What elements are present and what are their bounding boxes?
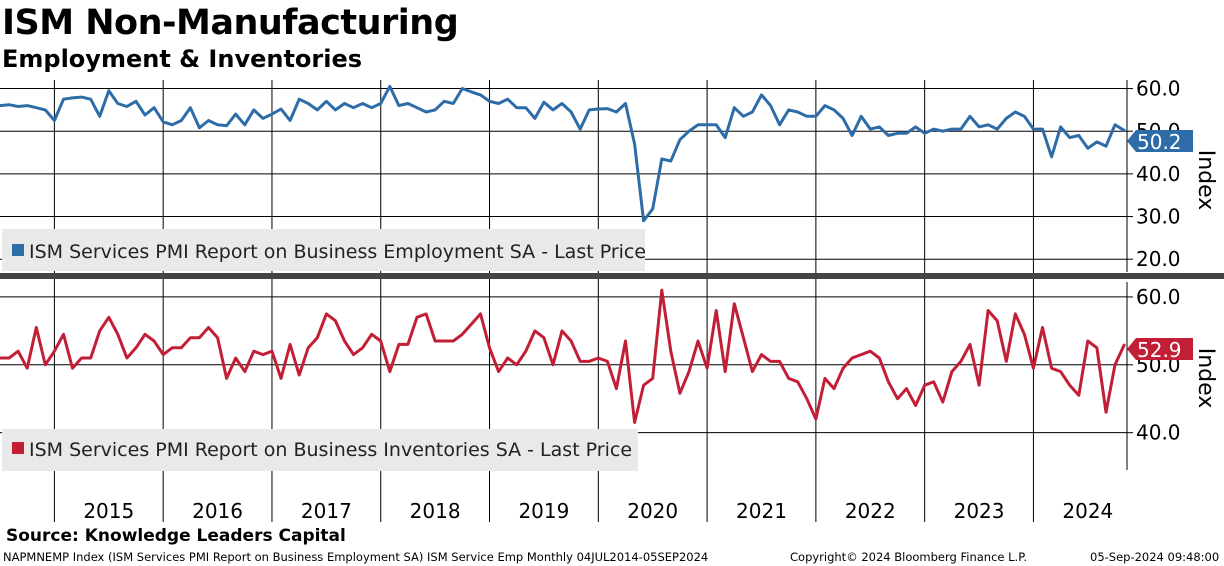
x-tick-label-2016: 2016: [192, 499, 243, 523]
panel-divider: [0, 273, 1224, 279]
legend-label-inventories: ISM Services PMI Report on Business Inve…: [29, 439, 632, 461]
y-tick-label-0-60.0: 60.0: [1136, 77, 1181, 101]
x-tick-label-2023: 2023: [954, 499, 1005, 523]
last-price-badge-inventories: 52.9: [1127, 338, 1193, 362]
badge-value-inventories: 52.9: [1137, 338, 1182, 362]
top-axis-title: Index: [1193, 150, 1218, 211]
x-tick-label-2017: 2017: [301, 499, 352, 523]
x-tick-label-2015: 2015: [83, 499, 134, 523]
chart-title: ISM Non-Manufacturing: [2, 3, 459, 43]
x-tick-label-2020: 2020: [627, 499, 678, 523]
legend-swatch-inventories: [12, 442, 24, 454]
y-tick-label-1-60.0: 60.0: [1136, 285, 1181, 309]
badge-value-employment: 50.2: [1137, 130, 1182, 154]
legend-label-employment: ISM Services PMI Report on Business Empl…: [29, 241, 646, 263]
x-year-labels: 2015 2016 2017 2018 2019 2020 2021 2022 2023 2024: [83, 499, 1113, 523]
source-note: Source: Knowledge Leaders Capital: [6, 526, 346, 546]
y-tick-label-0-20.0: 20.0: [1136, 247, 1181, 271]
y-tick-label-1-40.0: 40.0: [1136, 421, 1181, 445]
series-line-employment: [0, 84, 1126, 223]
legend-box-employment: [2, 229, 645, 271]
x-tick-label-2019: 2019: [518, 499, 569, 523]
legend-swatch-employment: [12, 244, 24, 256]
footer-copyright: Copyright© 2024 Bloomberg Finance L.P.: [790, 550, 1027, 564]
x-tick-label-2018: 2018: [410, 499, 461, 523]
x-tick-label-2024: 2024: [1062, 499, 1113, 523]
series-line-inventories: [0, 288, 1126, 424]
y-tick-label-0-40.0: 40.0: [1136, 162, 1181, 186]
chart-canvas: ISM Services PMI Report on Business Empl…: [0, 77, 1224, 523]
footer-ticker-info: NAPMNEMP Index (ISM Services PMI Report …: [3, 550, 709, 564]
legend-box-inventories: [2, 429, 638, 471]
chart-subtitle: Employment & Inventories: [2, 45, 363, 73]
badge-shape-inventories: [1127, 338, 1193, 360]
series-layer: [0, 84, 1126, 424]
footer-timestamp: 05-Sep-2024 09:48:00: [1090, 550, 1220, 564]
x-tick-label-2022: 2022: [845, 499, 896, 523]
y-tick-label-0-30.0: 30.0: [1136, 205, 1181, 229]
bottom-axis-title: Index: [1193, 348, 1218, 409]
badge-shape-employment: [1127, 130, 1193, 152]
last-price-badge-employment: 50.2: [1127, 130, 1193, 154]
x-tick-label-2021: 2021: [736, 499, 787, 523]
